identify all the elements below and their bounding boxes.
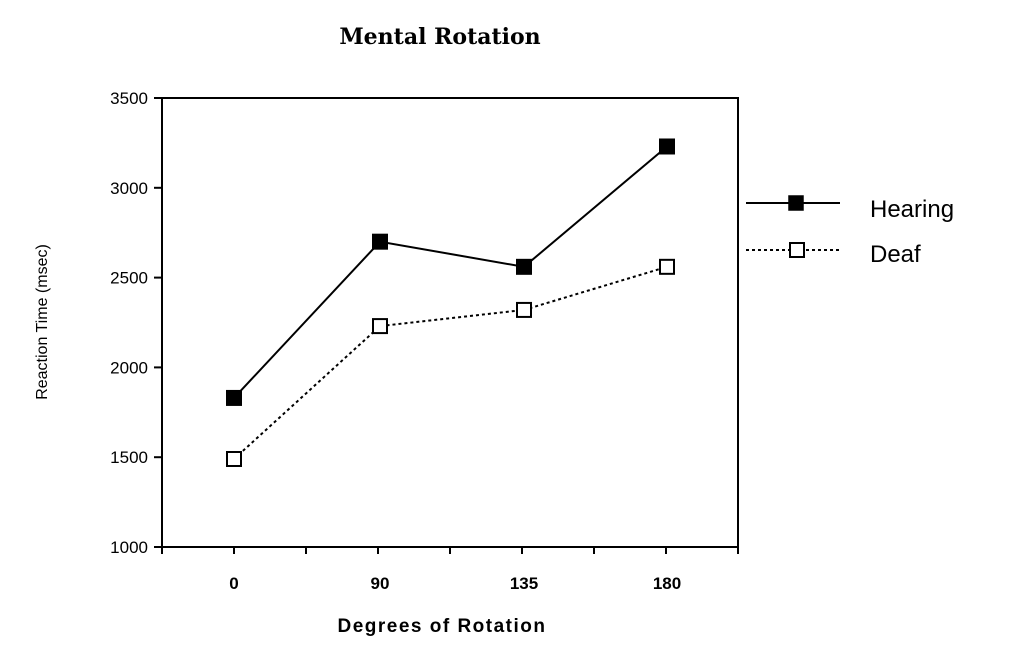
series-layer bbox=[226, 138, 675, 467]
legend-hearing-label: Hearing bbox=[870, 196, 954, 223]
data-point-hearing bbox=[372, 233, 388, 250]
data-point-deaf bbox=[659, 258, 675, 275]
data-point-hearing bbox=[226, 389, 242, 406]
series-line-hearing bbox=[233, 145, 668, 399]
series-line-deaf bbox=[233, 265, 668, 460]
data-point-hearing bbox=[659, 138, 675, 155]
data-point-deaf bbox=[372, 318, 388, 335]
x-tick-label: 90 bbox=[371, 574, 390, 593]
legend-hearing-marker bbox=[788, 195, 804, 211]
x-tick-label: 135 bbox=[510, 574, 538, 593]
chart-title: Mental Rotation bbox=[339, 24, 540, 50]
y-tick-label: 1000 bbox=[110, 538, 148, 557]
data-point-hearing bbox=[516, 258, 532, 275]
legend: Hearing Deaf bbox=[746, 195, 954, 268]
y-tick-label: 3500 bbox=[110, 89, 148, 108]
y-axis-label: Reaction Time (msec) bbox=[34, 244, 51, 400]
legend-deaf-marker bbox=[789, 242, 805, 258]
x-tick-label: 0 bbox=[229, 574, 238, 593]
x-tick-label: 180 bbox=[653, 574, 681, 593]
legend-deaf-label: Deaf bbox=[870, 241, 921, 268]
y-tick-label: 3000 bbox=[110, 179, 148, 198]
x-axis: 0 90 135 180 bbox=[161, 547, 739, 593]
data-point-deaf bbox=[226, 450, 242, 467]
y-tick-label: 1500 bbox=[110, 448, 148, 467]
y-tick-label: 2500 bbox=[110, 269, 148, 288]
plot-frame bbox=[161, 97, 739, 548]
x-axis-label: Degrees of Rotation bbox=[337, 616, 546, 637]
y-axis: 1000 1500 2000 2500 3000 3500 bbox=[110, 89, 162, 557]
y-tick-label: 2000 bbox=[110, 358, 148, 377]
data-point-deaf bbox=[516, 301, 532, 318]
